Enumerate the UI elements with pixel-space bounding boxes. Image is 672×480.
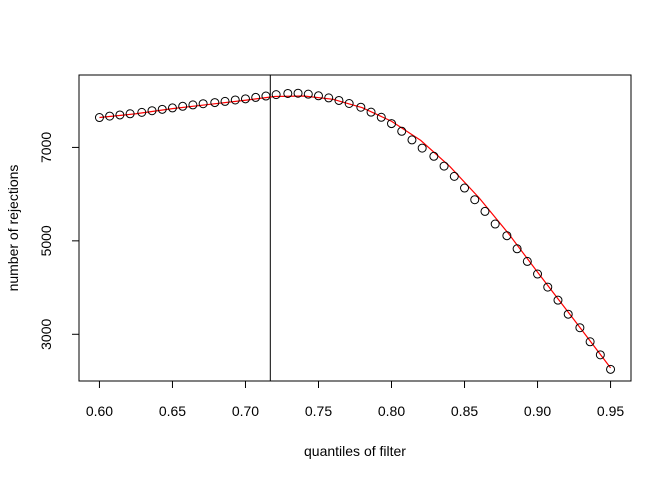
data-point	[470, 195, 480, 205]
data-point	[356, 102, 366, 112]
data-point	[512, 244, 522, 254]
data-point	[334, 95, 344, 105]
data-point	[188, 100, 198, 110]
data-point	[198, 99, 208, 109]
data-point	[324, 93, 334, 103]
y-tick-label: 3000	[38, 319, 54, 350]
data-point	[167, 103, 177, 113]
data-point	[293, 88, 303, 98]
data-point	[157, 104, 167, 114]
data-point	[397, 126, 407, 136]
data-point	[595, 350, 605, 360]
data-point	[344, 98, 354, 108]
plot-frame	[78, 74, 632, 382]
data-point	[125, 109, 135, 119]
data-point	[283, 88, 293, 98]
data-point	[417, 143, 427, 153]
y-tick-label: 5000	[38, 225, 54, 256]
data-point	[563, 309, 573, 319]
data-point	[606, 364, 616, 374]
x-tick-label: 0.65	[159, 403, 186, 419]
data-point	[261, 91, 271, 101]
data-point	[251, 92, 261, 102]
data-point	[429, 151, 439, 161]
data-point	[480, 206, 490, 216]
x-tick-label: 0.80	[378, 403, 405, 419]
x-axis: 0.60 0.65 0.70 0.75 0.80 0.85 0.90 0.95	[86, 380, 624, 419]
data-point	[115, 110, 125, 120]
y-tick-label: 7000	[38, 132, 54, 163]
data-point	[271, 90, 281, 100]
x-tick-label: 0.90	[524, 403, 551, 419]
data-point	[490, 219, 500, 229]
data-point	[313, 91, 323, 101]
fit-curve	[99, 95, 612, 369]
data-point	[533, 269, 543, 279]
data-point	[210, 98, 220, 108]
x-tick-label: 0.75	[305, 403, 332, 419]
data-point	[585, 337, 595, 347]
x-tick-label: 0.95	[597, 403, 624, 419]
data-point	[105, 111, 115, 121]
data-point	[220, 96, 230, 106]
data-point	[376, 112, 386, 122]
data-point	[553, 295, 563, 305]
data-point	[449, 171, 459, 181]
x-tick-label: 0.60	[86, 403, 113, 419]
data-point	[522, 256, 532, 266]
data-point	[387, 119, 397, 129]
data-point	[502, 231, 512, 241]
x-tick-label: 0.85	[451, 403, 478, 419]
data-points	[94, 88, 616, 374]
y-axis-label: number of rejections	[5, 165, 21, 292]
data-point	[178, 101, 188, 111]
data-point	[407, 135, 417, 145]
data-point	[94, 113, 104, 123]
data-point	[366, 107, 376, 117]
y-axis: 3000 5000 7000	[38, 132, 80, 350]
data-point	[230, 95, 240, 105]
data-point	[303, 89, 313, 99]
data-point	[543, 282, 553, 292]
data-point	[147, 106, 157, 116]
x-tick-label: 0.70	[232, 403, 259, 419]
data-point	[460, 183, 470, 193]
x-axis-label: quantiles of filter	[304, 443, 406, 459]
data-point	[240, 94, 250, 104]
data-point	[575, 323, 585, 333]
data-point	[439, 161, 449, 171]
data-point	[137, 107, 147, 117]
